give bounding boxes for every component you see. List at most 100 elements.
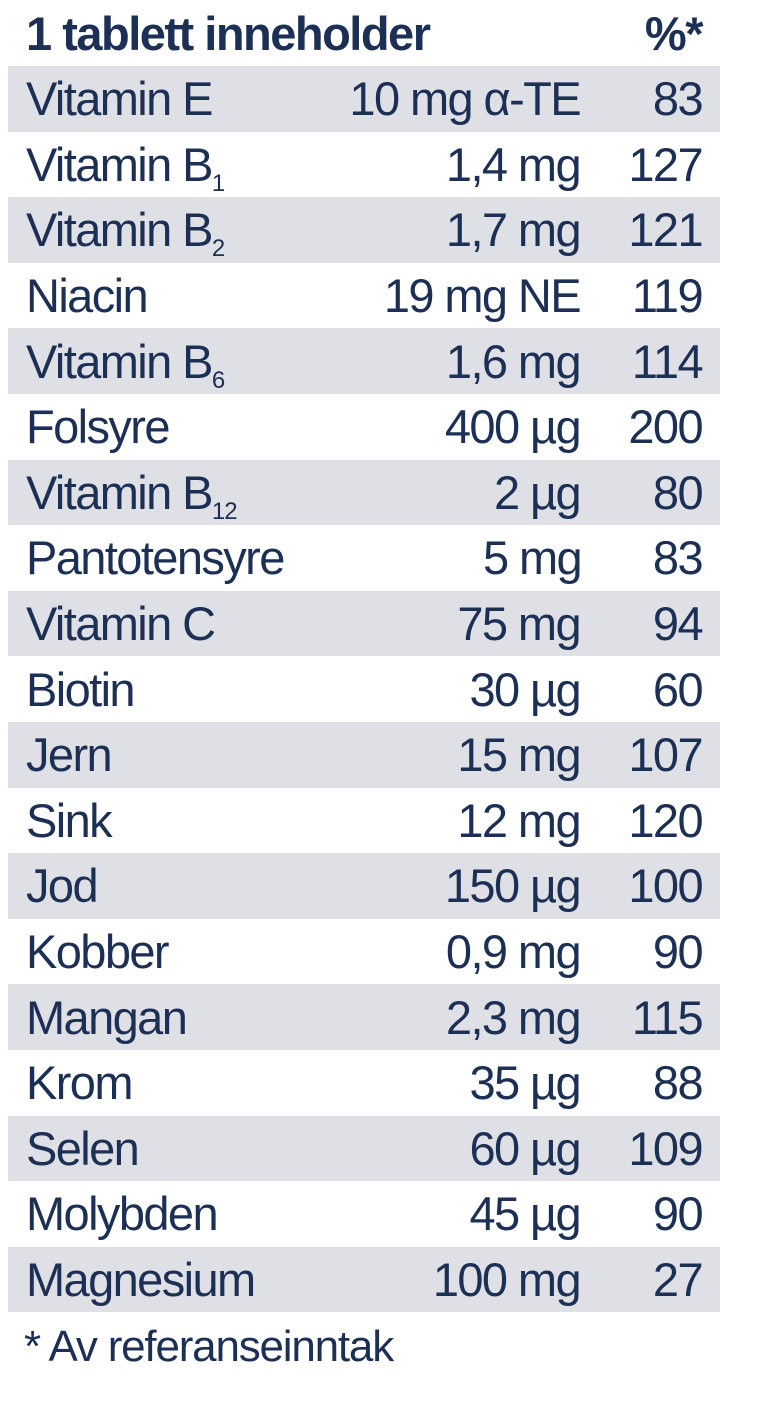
nutrient-percent: 88 bbox=[652, 1056, 704, 1110]
table-row: Mangan 2,3 mg 115 bbox=[8, 984, 720, 1050]
table-row: Niacin 19 mg NE 119 bbox=[8, 262, 720, 329]
nutrient-name-text: Vitamin C bbox=[26, 597, 216, 651]
nutrient-amount: 1,7 mg bbox=[445, 203, 582, 257]
nutrient-amount: 2 µg bbox=[493, 465, 582, 519]
percent-column-header: %* bbox=[644, 6, 704, 60]
nutrient-name: Selen bbox=[26, 1121, 280, 1176]
nutrient-name: Mangan bbox=[26, 990, 280, 1045]
table-row: Jod 150 µg 100 bbox=[8, 853, 720, 919]
nutrient-amount: 12 mg bbox=[457, 793, 581, 847]
nutrient-amount: 0,9 mg bbox=[445, 925, 582, 979]
nutrient-name: Biotin bbox=[26, 662, 280, 717]
nutrient-name-text: Mangan bbox=[26, 990, 188, 1044]
nutrient-name-text: Jern bbox=[26, 728, 113, 782]
table-row: Vitamin B2 1,7 mg 121 bbox=[8, 197, 720, 263]
nutrient-percent: 27 bbox=[652, 1252, 704, 1306]
nutrient-amount: 1,6 mg bbox=[445, 334, 582, 388]
nutrient-name: Vitamin B6 bbox=[26, 334, 280, 393]
nutrient-percent: 80 bbox=[652, 465, 704, 519]
nutrient-percent: 200 bbox=[628, 400, 703, 454]
table-row: Magnesium 100 mg 27 bbox=[8, 1246, 720, 1313]
nutrient-name: Niacin bbox=[26, 268, 280, 323]
nutrient-name-text: Vitamin B bbox=[26, 137, 213, 191]
footnote: * Av referanseinntak bbox=[24, 1322, 394, 1371]
nutrient-amount: 60 µg bbox=[469, 1121, 581, 1175]
nutrient-name-text: Vitamin B bbox=[26, 203, 213, 257]
nutrient-subscript: 12 bbox=[211, 497, 238, 525]
nutrient-name: Sink bbox=[26, 793, 280, 848]
nutrient-percent: 90 bbox=[652, 925, 704, 979]
nutrient-name: Vitamin B12 bbox=[26, 465, 280, 524]
nutrient-subscript: 6 bbox=[211, 366, 225, 394]
table-header: 1 tablett inneholder %* bbox=[8, 0, 720, 66]
nutrition-table: 1 tablett inneholder %* Vitamin E 10 mg α… bbox=[8, 0, 720, 1313]
table-row: Krom 35 µg 88 bbox=[8, 1049, 720, 1116]
nutrient-name: Folsyre bbox=[26, 399, 280, 454]
nutrient-subscript: 1 bbox=[211, 169, 225, 197]
nutrient-percent: 107 bbox=[628, 728, 703, 782]
nutrient-percent: 119 bbox=[631, 269, 704, 323]
table-row: Jern 15 mg 107 bbox=[8, 721, 720, 788]
table-row: Molybden 45 µg 90 bbox=[8, 1181, 720, 1247]
nutrient-subscript: 2 bbox=[211, 235, 225, 263]
nutrient-percent: 100 bbox=[628, 859, 703, 913]
nutrient-percent: 121 bbox=[628, 203, 703, 257]
nutrient-name-text: Vitamin B bbox=[26, 465, 213, 519]
nutrient-amount: 2,3 mg bbox=[445, 990, 582, 1044]
nutrient-name-text: Molybden bbox=[26, 1187, 219, 1241]
nutrient-name: Vitamin B1 bbox=[26, 137, 280, 196]
nutrient-amount: 30 µg bbox=[469, 662, 581, 716]
nutrient-name-text: Jod bbox=[26, 859, 99, 913]
nutrient-name-text: Magnesium bbox=[26, 1252, 256, 1306]
nutrient-amount: 75 mg bbox=[457, 597, 581, 651]
table-row: Vitamin B6 1,6 mg 114 bbox=[8, 328, 720, 394]
nutrient-amount: 5 mg bbox=[483, 531, 583, 585]
nutrient-percent: 114 bbox=[631, 334, 704, 388]
nutrient-name: Vitamin C bbox=[26, 596, 280, 651]
nutrient-percent: 115 bbox=[631, 990, 704, 1044]
table-row: Vitamin B1 1,4 mg 127 bbox=[8, 131, 720, 198]
table-row: Selen 60 µg 109 bbox=[8, 1115, 720, 1182]
nutrient-name-text: Biotin bbox=[26, 662, 136, 716]
table-body: Vitamin E 10 mg α-TE 83 Vitamin B1 1,4 mg 127… bbox=[8, 66, 720, 1313]
table-row: Kobber 0,9 mg 90 bbox=[8, 918, 720, 985]
nutrient-percent: 120 bbox=[628, 793, 703, 847]
nutrient-amount: 35 µg bbox=[469, 1056, 581, 1110]
nutrient-amount: 15 mg bbox=[457, 728, 581, 782]
nutrient-name: Vitamin E bbox=[26, 71, 280, 126]
table-row: Vitamin C 75 mg 94 bbox=[8, 590, 720, 657]
nutrient-name: Krom bbox=[26, 1055, 280, 1110]
nutrient-name: Molybden bbox=[26, 1186, 280, 1241]
nutrient-name-text: Kobber bbox=[26, 925, 170, 979]
nutrient-name-text: Pantotensyre bbox=[26, 531, 285, 585]
table-row: Vitamin E 10 mg α-TE 83 bbox=[8, 66, 720, 132]
nutrient-name-text: Krom bbox=[26, 1056, 133, 1110]
nutrient-name: Vitamin B2 bbox=[26, 202, 280, 261]
nutrient-name-text: Folsyre bbox=[26, 400, 170, 454]
nutrient-percent: 90 bbox=[652, 1187, 704, 1241]
nutrient-amount: 19 mg NE bbox=[383, 269, 582, 323]
table-row: Vitamin B12 2 µg 80 bbox=[8, 459, 720, 526]
nutrient-percent: 94 bbox=[652, 597, 704, 651]
nutrient-amount: 150 µg bbox=[444, 859, 582, 913]
nutrient-name: Jod bbox=[26, 858, 280, 913]
nutrient-name: Magnesium bbox=[26, 1252, 280, 1307]
nutrient-name-text: Vitamin B bbox=[26, 334, 213, 388]
nutrient-percent: 109 bbox=[628, 1121, 703, 1175]
table-row: Pantotensyre 5 mg 83 bbox=[8, 525, 720, 591]
table-row: Folsyre 400 µg 200 bbox=[8, 393, 720, 460]
nutrient-name-text: Vitamin E bbox=[26, 72, 213, 126]
nutrient-name: Jern bbox=[26, 727, 280, 782]
nutrient-percent: 60 bbox=[652, 662, 704, 716]
nutrient-percent: 83 bbox=[652, 531, 704, 585]
table-title: 1 tablett inneholder bbox=[26, 6, 431, 60]
nutrient-amount: 400 µg bbox=[444, 400, 582, 454]
nutrient-name-text: Selen bbox=[26, 1121, 140, 1175]
nutrient-name-text: Niacin bbox=[26, 269, 149, 323]
table-row: Biotin 30 µg 60 bbox=[8, 656, 720, 722]
nutrient-amount: 1,4 mg bbox=[445, 137, 582, 191]
nutrient-name: Pantotensyre bbox=[26, 530, 285, 585]
nutrient-amount: 100 mg bbox=[432, 1252, 582, 1306]
nutrient-amount: 10 mg α-TE bbox=[349, 72, 581, 126]
table-row: Sink 12 mg 120 bbox=[8, 787, 720, 854]
